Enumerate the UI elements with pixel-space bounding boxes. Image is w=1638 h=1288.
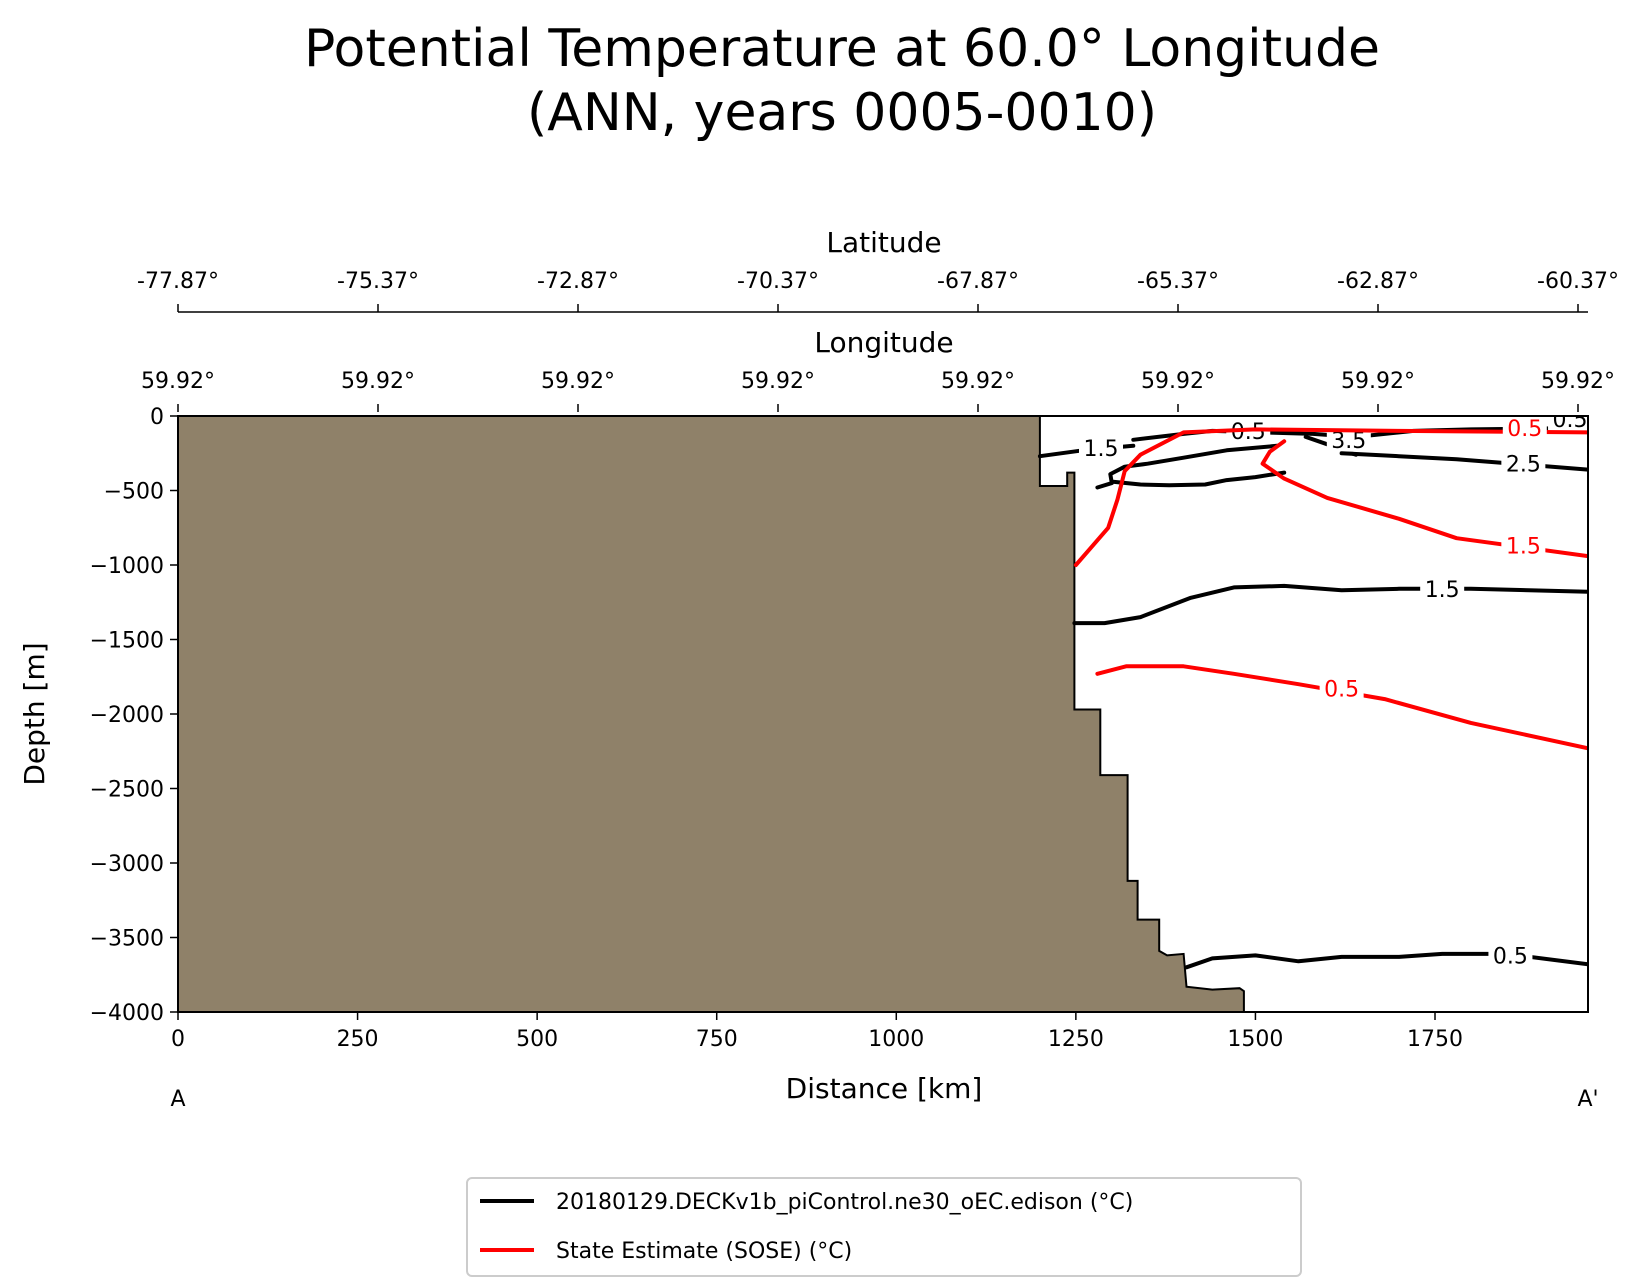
contour-model bbox=[1072, 583, 1588, 626]
longitude-tick-label: 59.92° bbox=[1541, 369, 1615, 394]
chart-title-line2: (ANN, years 0005-0010) bbox=[527, 83, 1157, 143]
contour-label-obs: 1.5 bbox=[1506, 535, 1541, 560]
longitude-tick-label: 59.92° bbox=[341, 369, 415, 394]
contour-obs bbox=[1260, 439, 1588, 559]
contour-label-model: 0.5 bbox=[1553, 408, 1588, 433]
x-axis-title: Distance [km] bbox=[786, 1072, 983, 1105]
contour-label-model: 0.5 bbox=[1493, 944, 1528, 969]
y-axis-ticks: 0 −500 −1000 −1500 −2000 −2500 −3000 −3500 −4000 bbox=[90, 405, 178, 1026]
longitude-tick-label: 59.92° bbox=[941, 369, 1015, 394]
latitude-tick-label: -75.37° bbox=[337, 269, 419, 294]
y-tick-label: −4000 bbox=[90, 1001, 164, 1026]
section-start-label: A bbox=[170, 1087, 185, 1112]
x-axis-ticks: 0 250 500 750 1000 1250 1500 1750 bbox=[171, 1012, 1463, 1052]
contour-model bbox=[1109, 470, 1287, 488]
longitude-tick-label: 59.92° bbox=[741, 369, 815, 394]
contour-label-model: 3.5 bbox=[1331, 429, 1366, 454]
contour-model bbox=[1184, 951, 1588, 970]
longitude-tick-label: 59.92° bbox=[1341, 369, 1415, 394]
longitude-tick-label: 59.92° bbox=[141, 369, 215, 394]
latitude-tick-label: -72.87° bbox=[537, 269, 619, 294]
contour-label-obs: 0.5 bbox=[1324, 678, 1359, 703]
latitude-axis-ticks: -77.87° -75.37° -72.87° -70.37° -67.87° -65.3… bbox=[137, 269, 1619, 312]
y-tick-label: 0 bbox=[150, 405, 164, 430]
x-tick-label: 1500 bbox=[1227, 1027, 1283, 1052]
contour-label-model: 0.5 bbox=[1231, 420, 1266, 445]
y-tick-label: −3500 bbox=[90, 927, 164, 952]
x-tick-label: 1250 bbox=[1048, 1027, 1104, 1052]
legend-label-model: 20180129.DECKv1b_piControl.ne30_oEC.edis… bbox=[556, 1190, 1133, 1215]
latitude-tick-label: -77.87° bbox=[137, 269, 219, 294]
latitude-tick-label: -65.37° bbox=[1137, 269, 1219, 294]
contour-label-bg bbox=[1501, 449, 1546, 476]
contour-label-bg bbox=[1488, 941, 1533, 968]
latitude-tick-label: -67.87° bbox=[937, 269, 1019, 294]
contour-label-bg bbox=[1420, 574, 1465, 601]
latitude-tick-label: -60.37° bbox=[1537, 269, 1619, 294]
contour-label-bg bbox=[1502, 416, 1547, 440]
contour-model bbox=[1339, 451, 1588, 472]
contour-obs bbox=[1095, 664, 1588, 751]
x-tick-label: 0 bbox=[171, 1027, 185, 1052]
x-tick-label: 250 bbox=[337, 1027, 379, 1052]
contour-label-bg bbox=[1548, 416, 1588, 431]
latitude-tick-label: -62.87° bbox=[1337, 269, 1419, 294]
legend-label-obs: State Estimate (SOSE) (°C) bbox=[556, 1239, 852, 1264]
x-tick-label: 500 bbox=[516, 1027, 558, 1052]
contour-label-bg bbox=[1501, 531, 1546, 558]
x-tick-label: 1750 bbox=[1407, 1027, 1463, 1052]
y-tick-label: −2500 bbox=[90, 778, 164, 803]
longitude-axis-title: Longitude bbox=[814, 326, 953, 359]
contour-label-model: 1.5 bbox=[1425, 578, 1460, 603]
legend-frame bbox=[466, 1177, 1302, 1277]
contour-label-bg bbox=[1079, 434, 1124, 461]
y-tick-label: −1000 bbox=[90, 554, 164, 579]
contour-label-model: 1.5 bbox=[1084, 437, 1119, 462]
y-axis-title: Depth [m] bbox=[18, 642, 51, 785]
longitude-axis-ticks: 59.92° 59.92° 59.92° 59.92° 59.92° 59.92° 59.9… bbox=[141, 369, 1615, 412]
contour-label-bg bbox=[1319, 674, 1364, 701]
chart-title-line1: Potential Temperature at 60.0° Longitude bbox=[304, 19, 1380, 79]
contour-label-model: 2.5 bbox=[1506, 453, 1541, 478]
latitude-tick-label: -70.37° bbox=[737, 269, 819, 294]
longitude-tick-label: 59.92° bbox=[541, 369, 615, 394]
contour-lines: 1.5 0.5 3.5 2.5 0.5 1.5 0.5 0.5 1.5 0.5 bbox=[1037, 408, 1588, 970]
section-end-label: A' bbox=[1577, 1087, 1598, 1112]
latitude-axis-title: Latitude bbox=[826, 226, 941, 259]
y-tick-label: −3000 bbox=[90, 852, 164, 877]
contour-obs bbox=[1073, 427, 1588, 567]
y-tick-label: −1500 bbox=[90, 629, 164, 654]
y-tick-label: −500 bbox=[104, 480, 164, 505]
y-tick-label: −2000 bbox=[90, 703, 164, 728]
land-mask bbox=[178, 416, 1245, 1012]
plot-area: 1.5 0.5 3.5 2.5 0.5 1.5 0.5 0.5 1.5 0.5 bbox=[178, 408, 1588, 1012]
contour-label-obs: 0.5 bbox=[1507, 417, 1542, 442]
x-tick-label: 750 bbox=[696, 1027, 738, 1052]
longitude-tick-label: 59.92° bbox=[1141, 369, 1215, 394]
x-tick-label: 1000 bbox=[868, 1027, 924, 1052]
legend: 20180129.DECKv1b_piControl.ne30_oEC.edis… bbox=[466, 1177, 1302, 1277]
